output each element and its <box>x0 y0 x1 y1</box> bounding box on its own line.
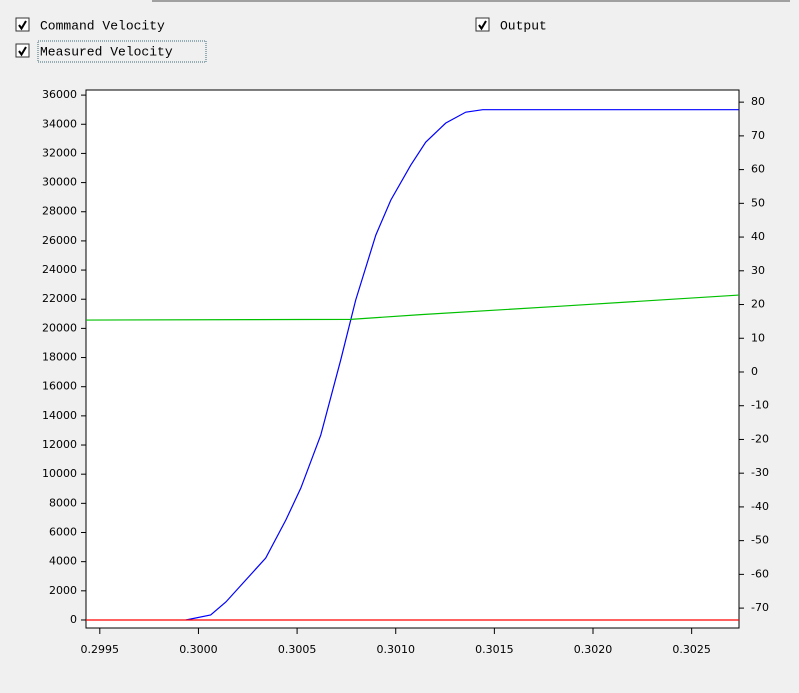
y2-tick-label: 50 <box>751 196 765 209</box>
legend-label[interactable]: Measured Velocity <box>40 44 173 59</box>
checkbox[interactable] <box>15 43 30 58</box>
y-tick-label: 4000 <box>49 555 77 568</box>
x-tick-label: 0.3015 <box>475 643 514 656</box>
y-tick-label: 2000 <box>49 584 77 597</box>
y-tick-label: 10000 <box>42 467 77 480</box>
legend-label[interactable]: Command Velocity <box>40 18 165 33</box>
x-tick-label: 0.3020 <box>574 643 613 656</box>
y-tick-label: 20000 <box>42 321 77 334</box>
y-tick-label: 12000 <box>42 438 77 451</box>
legend-item[interactable]: Output <box>475 17 547 33</box>
y2-tick-label: 40 <box>751 230 765 243</box>
y2-tick-label: -30 <box>751 466 769 479</box>
y-tick-label: 26000 <box>42 234 77 247</box>
x-tick-label: 0.2995 <box>81 643 120 656</box>
y-tick-label: 22000 <box>42 292 77 305</box>
y-tick-label: 6000 <box>49 526 77 539</box>
y2-tick-label: 20 <box>751 298 765 311</box>
top-bar <box>152 0 790 2</box>
y2-tick-label: -70 <box>751 601 769 614</box>
x-tick-label: 0.3000 <box>179 643 218 656</box>
plot-area <box>85 89 740 629</box>
legend-label[interactable]: Output <box>500 18 547 33</box>
x-tick-label: 0.3025 <box>672 643 711 656</box>
check-mark <box>478 20 487 31</box>
series-line <box>85 294 740 321</box>
y-tick-label: 36000 <box>42 88 77 101</box>
y2-tick-label: 80 <box>751 95 765 108</box>
legend: Command Velocity Output Measured Velocity <box>15 17 547 63</box>
y2-tick-label: 60 <box>751 163 765 176</box>
y2-tick-label: 70 <box>751 129 765 142</box>
series-line <box>185 109 739 621</box>
check-mark <box>18 20 27 31</box>
y-tick-label: 34000 <box>42 117 77 130</box>
y-tick-label: 8000 <box>49 496 77 509</box>
y-tick-label: 32000 <box>42 146 77 159</box>
focus-outline <box>37 40 207 63</box>
y-tick-label: 28000 <box>42 205 77 218</box>
y2-tick-label: -10 <box>751 399 769 412</box>
legend-item[interactable]: Measured Velocity <box>15 40 207 63</box>
y2-tick-label: -60 <box>751 567 769 580</box>
y-tick-label: 24000 <box>42 263 77 276</box>
marks <box>85 109 740 621</box>
checkbox[interactable] <box>475 17 490 32</box>
y2-tick-label: -50 <box>751 534 769 547</box>
legend-item[interactable]: Command Velocity <box>15 17 165 33</box>
x-tick-label: 0.3005 <box>278 643 317 656</box>
y2-tick-label: 10 <box>751 331 765 344</box>
y-tick-label: 0 <box>70 613 77 626</box>
y-tick-label: 14000 <box>42 409 77 422</box>
y-tick-label: 16000 <box>42 380 77 393</box>
y2-tick-label: 0 <box>751 365 758 378</box>
y2-tick-label: -40 <box>751 500 769 513</box>
check-mark <box>18 46 27 57</box>
y-tick-label: 18000 <box>42 351 77 364</box>
checkbox[interactable] <box>15 17 30 32</box>
x-tick-label: 0.3010 <box>376 643 415 656</box>
y-tick-label: 30000 <box>42 176 77 189</box>
y2-tick-label: -20 <box>751 432 769 445</box>
y2-tick-label: 30 <box>751 264 765 277</box>
